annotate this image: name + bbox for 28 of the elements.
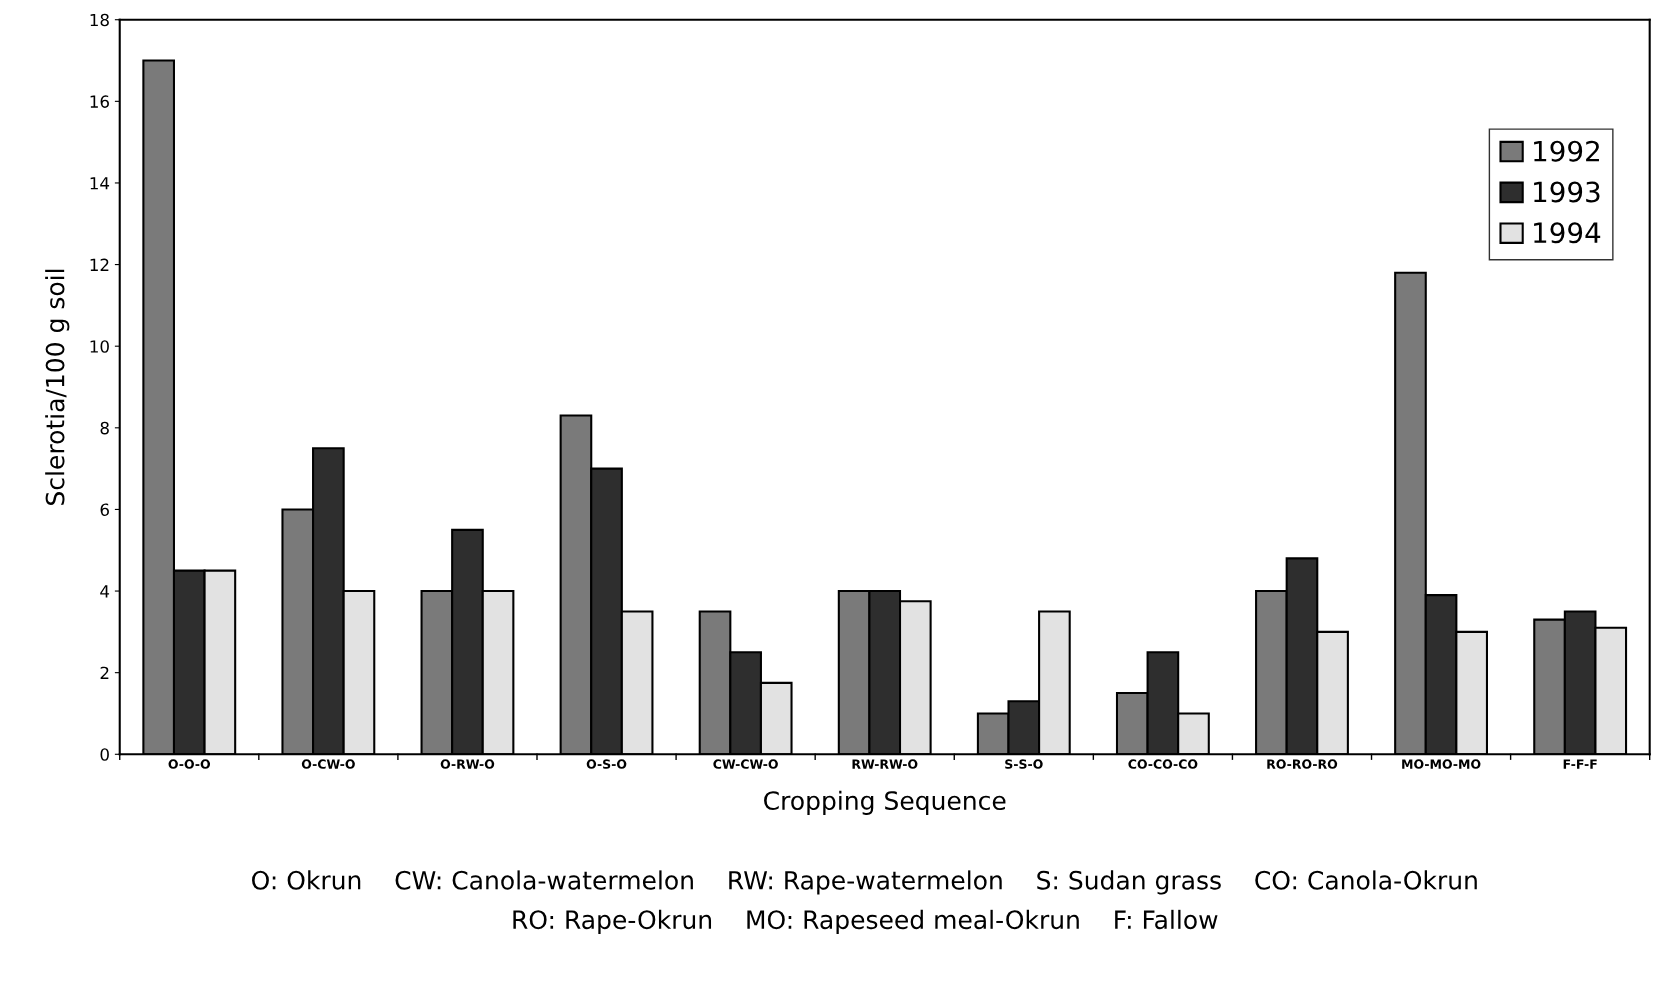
x-tick-label: O-S-O: [586, 759, 627, 769]
y-tick-label: 14: [90, 177, 110, 190]
x-tick-label: RO-RO-RO: [1267, 759, 1338, 769]
y-tick-label: 6: [100, 503, 109, 516]
x-tick-label: S-S-O: [1005, 759, 1043, 769]
legend-label: 1993: [1534, 181, 1600, 203]
y-tick-label: 12: [90, 258, 109, 271]
x-tick-label: O-CW-O: [301, 759, 355, 769]
y-tick-label: 4: [100, 585, 110, 598]
x-axis-title: Cropping Sequence: [764, 790, 1006, 815]
x-tick-label: O-O-O: [168, 759, 211, 769]
legend-label: 1994: [1534, 222, 1601, 244]
legend-label: 1992: [1534, 140, 1599, 162]
text: RO: Rape-Okrun MO: Rapeseed meal-Okrun F: Fallow: [513, 909, 1218, 935]
y-tick-label: 8: [100, 421, 109, 435]
x-tick-label: RW-RW-O: [852, 759, 918, 769]
y-tick-label: 10: [90, 340, 109, 353]
text: O: Okrun CW: Canola-watermelon RW: Rape-watermelon S: Sudan grass CO: Canola-Okrun: [252, 870, 1477, 895]
y-tick-label: 0: [100, 748, 109, 761]
y-tick-label: 2: [100, 666, 109, 679]
y-tick-label: 16: [90, 95, 109, 108]
x-tick-label: CO-CO-CO: [1128, 759, 1198, 769]
y-axis-title: Sclerotia/100 g soil: [45, 269, 70, 505]
x-tick-label: CW-CW-O: [713, 759, 778, 769]
x-tick-label: F-F-F: [1563, 759, 1597, 769]
x-tick-label: O-RW-O: [440, 759, 495, 769]
y-tick-label: 18: [90, 13, 109, 27]
x-tick-label: MO-MO-MO: [1402, 759, 1481, 769]
